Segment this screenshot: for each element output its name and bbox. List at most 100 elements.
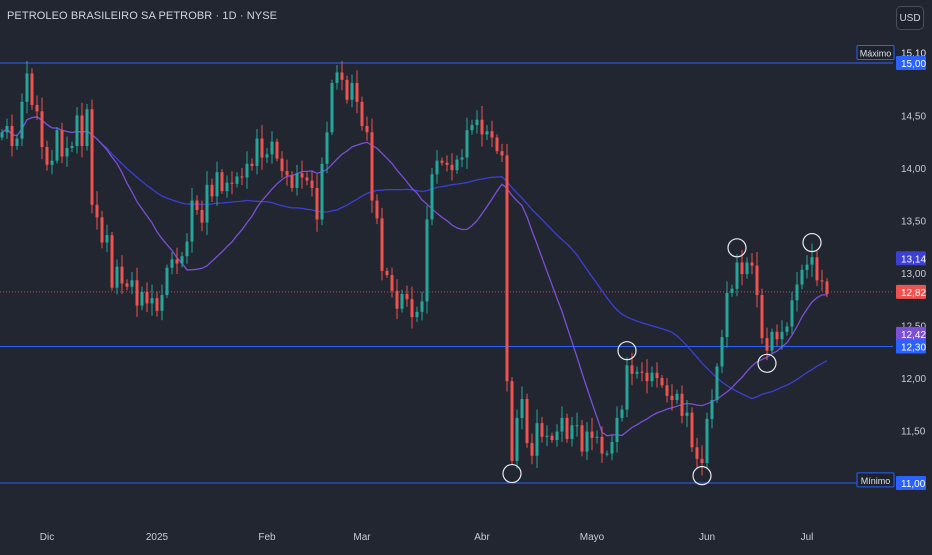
candle-body[interactable]	[670, 395, 674, 401]
candle-body[interactable]	[780, 331, 784, 340]
candle-body[interactable]	[170, 259, 174, 268]
candle-body[interactable]	[415, 311, 419, 318]
candle-body[interactable]	[460, 157, 464, 160]
candle-body[interactable]	[240, 176, 244, 178]
candle-body[interactable]	[345, 79, 349, 100]
candle-body[interactable]	[50, 160, 54, 165]
candle-body[interactable]	[380, 218, 384, 271]
candle-body[interactable]	[95, 204, 99, 218]
candle-body[interactable]	[340, 72, 344, 80]
candle-body[interactable]	[785, 326, 789, 332]
candle-body[interactable]	[810, 257, 814, 265]
candle-body[interactable]	[285, 171, 289, 176]
candle-body[interactable]	[425, 219, 429, 302]
candle-body[interactable]	[770, 331, 774, 351]
candle-body[interactable]	[775, 331, 779, 340]
candle-body[interactable]	[695, 447, 699, 459]
candle-body[interactable]	[145, 291, 149, 304]
candle-body[interactable]	[445, 162, 449, 165]
candle-body[interactable]	[550, 435, 554, 440]
candle-body[interactable]	[360, 101, 364, 126]
candle-body[interactable]	[0, 132, 4, 138]
candle-body[interactable]	[405, 294, 409, 300]
candle-body[interactable]	[485, 131, 489, 135]
candle-body[interactable]	[225, 182, 229, 192]
candle-body[interactable]	[820, 280, 824, 282]
candle-body[interactable]	[690, 412, 694, 448]
candle-body[interactable]	[560, 417, 564, 432]
candle-body[interactable]	[25, 73, 29, 102]
candle-body[interactable]	[315, 187, 319, 220]
candle-body[interactable]	[295, 173, 299, 188]
candle-body[interactable]	[350, 82, 354, 100]
candle-body[interactable]	[470, 124, 474, 131]
candle-body[interactable]	[135, 280, 139, 306]
candle-body[interactable]	[660, 378, 664, 386]
candle-body[interactable]	[175, 259, 179, 264]
candle-body[interactable]	[300, 173, 304, 178]
candle-body[interactable]	[420, 301, 424, 312]
candle-body[interactable]	[580, 425, 584, 452]
candle-body[interactable]	[210, 184, 214, 197]
candle-body[interactable]	[730, 288, 734, 293]
candle-body[interactable]	[465, 130, 469, 158]
candle-body[interactable]	[165, 267, 169, 296]
candle-body[interactable]	[620, 409, 624, 418]
candle-body[interactable]	[535, 423, 539, 456]
candle-body[interactable]	[575, 425, 579, 427]
candle-body[interactable]	[490, 131, 494, 138]
candle-body[interactable]	[825, 281, 829, 294]
candle-body[interactable]	[480, 119, 484, 135]
candle-body[interactable]	[610, 442, 614, 454]
candle-body[interactable]	[655, 372, 659, 378]
candle-body[interactable]	[430, 174, 434, 220]
candle-body[interactable]	[440, 160, 444, 163]
candle-body[interactable]	[5, 126, 9, 133]
candle-body[interactable]	[615, 417, 619, 443]
candle-body[interactable]	[110, 235, 114, 288]
candle-body[interactable]	[75, 115, 79, 146]
candle-body[interactable]	[70, 145, 74, 149]
candle-body[interactable]	[570, 425, 574, 439]
candle-body[interactable]	[495, 137, 499, 152]
candle-body[interactable]	[760, 295, 764, 339]
candle-body[interactable]	[305, 177, 309, 181]
candle-body[interactable]	[515, 417, 519, 461]
candle-body[interactable]	[205, 184, 209, 223]
candle-body[interactable]	[700, 458, 704, 464]
swing-point-circle[interactable]	[802, 232, 822, 253]
swing-point-circle[interactable]	[692, 466, 712, 486]
candle-body[interactable]	[255, 138, 259, 166]
candle-body[interactable]	[590, 431, 594, 438]
candle-body[interactable]	[245, 163, 249, 178]
candle-body[interactable]	[545, 435, 549, 437]
candle-body[interactable]	[815, 257, 819, 281]
candle-body[interactable]	[65, 148, 69, 157]
candle-body[interactable]	[385, 270, 389, 276]
candle-body[interactable]	[585, 431, 589, 452]
candle-body[interactable]	[795, 284, 799, 301]
candle-body[interactable]	[555, 431, 559, 440]
candle-body[interactable]	[335, 72, 339, 83]
candle-body[interactable]	[755, 265, 759, 296]
candle-body[interactable]	[55, 130, 59, 161]
candle-body[interactable]	[220, 172, 224, 192]
candle-body[interactable]	[230, 182, 234, 184]
candle-body[interactable]	[160, 295, 164, 311]
candle-body[interactable]	[270, 141, 274, 155]
candle-body[interactable]	[10, 126, 14, 146]
candle-body[interactable]	[675, 393, 679, 401]
candle-body[interactable]	[15, 138, 19, 146]
candle-body[interactable]	[530, 443, 534, 456]
candle-body[interactable]	[190, 200, 194, 242]
candle-body[interactable]	[35, 105, 39, 112]
candle-body[interactable]	[640, 371, 644, 373]
candle-body[interactable]	[765, 338, 769, 351]
candle-body[interactable]	[645, 372, 649, 382]
candle-body[interactable]	[790, 300, 794, 327]
candle-body[interactable]	[520, 399, 524, 418]
candle-body[interactable]	[30, 73, 34, 106]
candle-body[interactable]	[155, 298, 159, 311]
candle-body[interactable]	[450, 164, 454, 171]
